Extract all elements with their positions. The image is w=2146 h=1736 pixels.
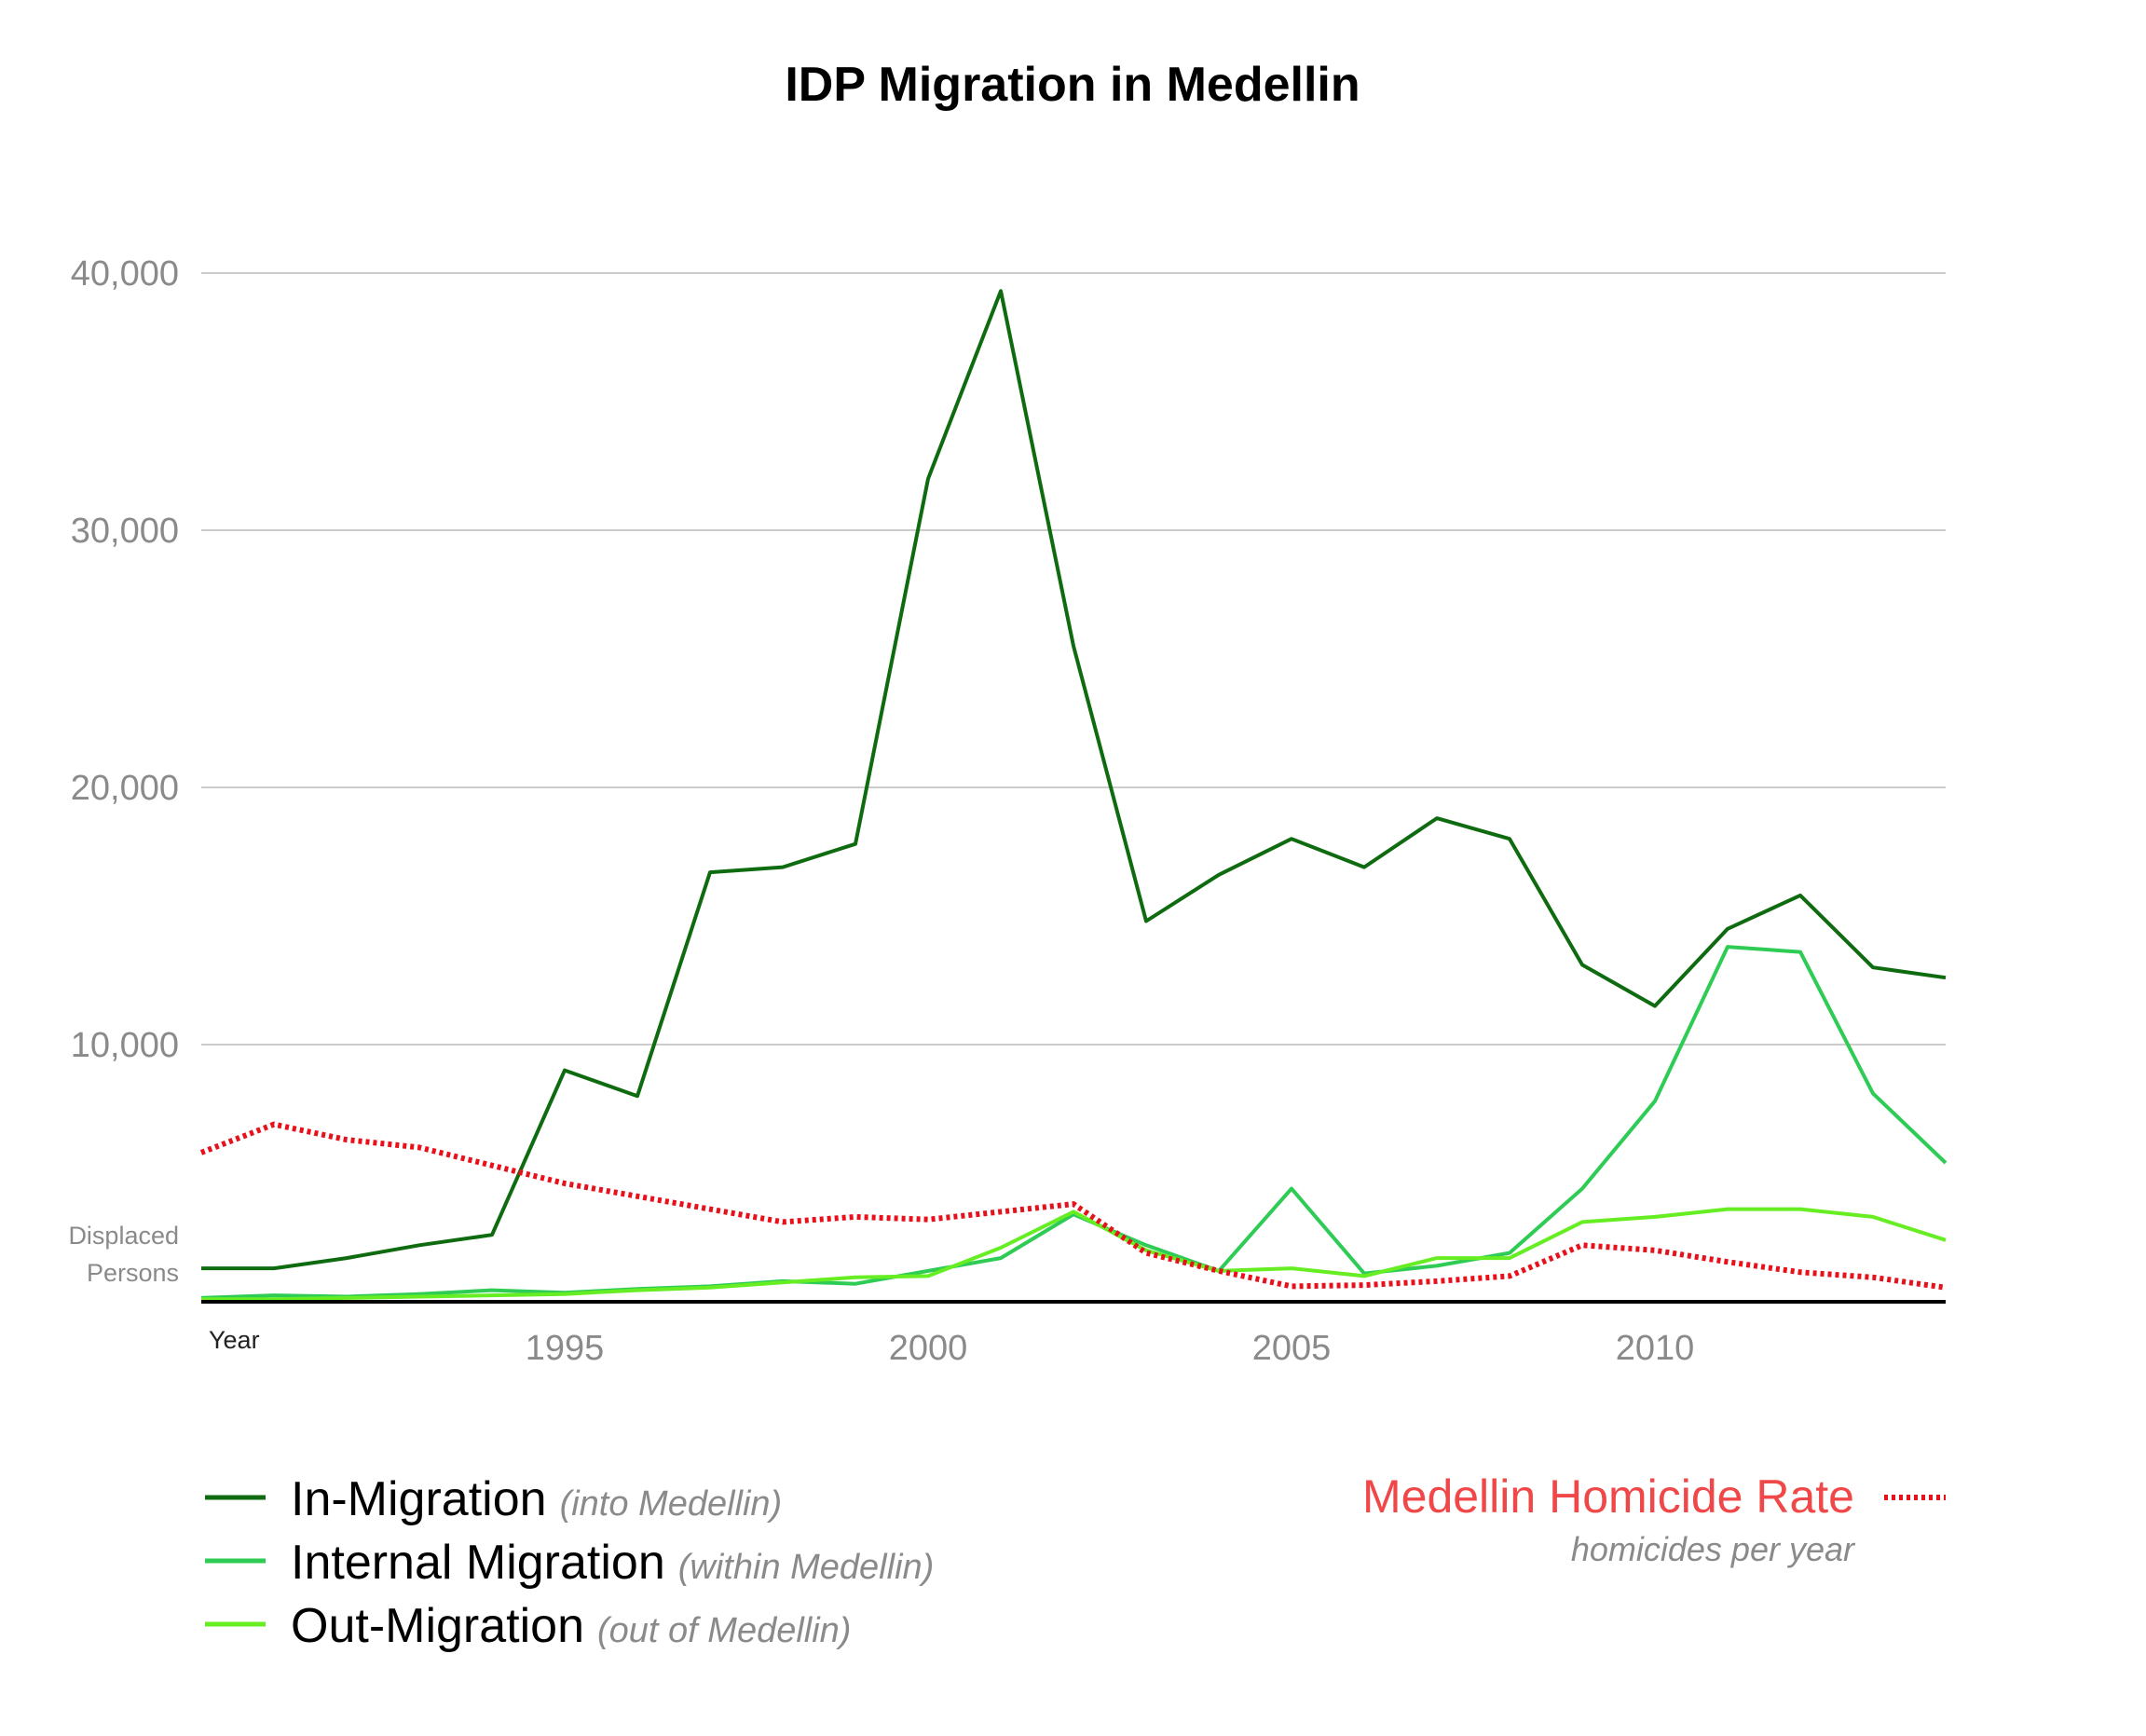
series-line-internal-migration bbox=[200, 945, 1948, 1300]
y-axis-label-line-2: Persons bbox=[87, 1259, 179, 1287]
series-line-medellin-homicide-rate bbox=[199, 1121, 1947, 1291]
y-axis-ticks: 10,000 20,000 30,000 40,000 bbox=[71, 254, 179, 1065]
y-axis-label-line-1: Displaced bbox=[68, 1222, 179, 1250]
x-tick-label: 2000 bbox=[889, 1329, 968, 1368]
x-tick-label: 1995 bbox=[526, 1329, 605, 1368]
x-axis-ticks: 1995 2000 2005 2010 bbox=[526, 1329, 1695, 1368]
x-tick-label: 2005 bbox=[1252, 1329, 1332, 1368]
y-tick-label: 40,000 bbox=[71, 254, 179, 294]
legend-label-out-migration: Out-Migration (out of Medellin) bbox=[291, 1599, 851, 1653]
series-lines bbox=[199, 289, 1948, 1302]
x-tick-label: 2010 bbox=[1616, 1329, 1695, 1368]
legend-label-homicide-rate: Medellin Homicide Rate bbox=[1362, 1470, 1854, 1523]
gridlines bbox=[201, 272, 1946, 1046]
y-tick-label: 30,000 bbox=[71, 512, 179, 551]
y-tick-label: 20,000 bbox=[71, 769, 179, 808]
legend: In-Migration (into Medellin) Internal Mig… bbox=[205, 1470, 1946, 1653]
legend-label-in-migration: In-Migration (into Medellin) bbox=[291, 1472, 782, 1526]
y-tick-label: 10,000 bbox=[71, 1026, 179, 1065]
chart-title: IDP Migration in Medellin bbox=[785, 58, 1360, 112]
x-axis-label: Year bbox=[209, 1326, 260, 1354]
legend-label-internal-migration: Internal Migration (within Medellin) bbox=[291, 1536, 934, 1590]
legend-note-homicides-per-year: homicides per year bbox=[1571, 1530, 1856, 1568]
series-line-in-migration bbox=[201, 289, 1947, 1271]
series-line-out-migration bbox=[201, 1207, 1947, 1302]
